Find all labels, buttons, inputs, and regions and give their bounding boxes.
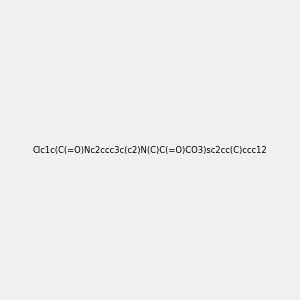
Text: Clc1c(C(=O)Nc2ccc3c(c2)N(C)C(=O)CO3)sc2cc(C)ccc12: Clc1c(C(=O)Nc2ccc3c(c2)N(C)C(=O)CO3)sc2c… bbox=[33, 146, 267, 154]
